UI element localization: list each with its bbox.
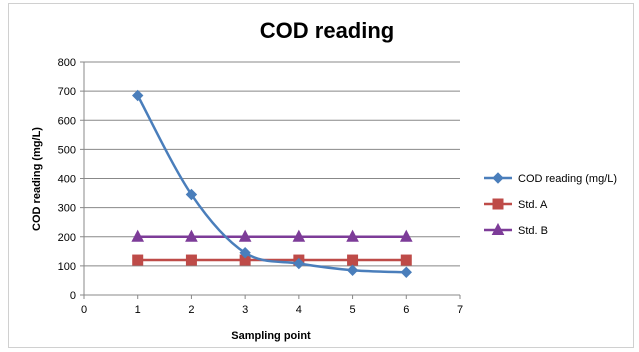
legend-marker	[492, 172, 504, 184]
legend-item: COD reading (mg/L)	[484, 172, 617, 185]
series-2	[131, 229, 413, 242]
y-tick-label: 100	[58, 261, 76, 273]
legend-item: Std. B	[484, 222, 548, 237]
y-tick-label: 400	[58, 174, 76, 186]
tick-labels: 0 100 200 300 400 500 600 700 800 0 1 2 3 4 5 6 7	[58, 57, 463, 316]
chart-frame	[8, 3, 634, 348]
x-tick-label: 1	[135, 304, 141, 316]
y-tick-label: 200	[58, 232, 76, 244]
legend-label: Std. A	[518, 199, 548, 211]
data-point	[239, 247, 251, 259]
legend-marker	[491, 222, 505, 235]
series-0	[132, 89, 412, 278]
data-point	[346, 229, 359, 242]
x-tick-label: 5	[350, 304, 356, 316]
data-point	[400, 254, 412, 266]
data-point	[132, 254, 144, 266]
y-tick-label: 700	[58, 86, 76, 98]
data-point	[400, 266, 412, 278]
legend: COD reading (mg/L) Std. A Std. B	[484, 172, 617, 237]
x-tick-label: 3	[242, 304, 248, 316]
y-tick-label: 600	[58, 115, 76, 127]
data-point	[185, 229, 198, 242]
data-point	[238, 229, 252, 242]
legend-label: Std. B	[518, 225, 548, 237]
data-point	[346, 264, 359, 276]
series-line	[136, 94, 407, 274]
y-tick-label: 800	[58, 57, 76, 69]
data-point	[185, 254, 197, 266]
series-layer	[131, 89, 413, 278]
x-axis-label: Sampling point	[231, 330, 311, 342]
x-tick-label: 0	[81, 304, 87, 316]
x-tick-label: 2	[188, 304, 194, 316]
series-1	[132, 254, 412, 266]
x-tick-label: 6	[403, 304, 409, 316]
chart-title: COD reading	[260, 18, 394, 43]
data-point	[347, 254, 359, 266]
legend-item: Std. A	[484, 198, 548, 211]
data-point	[132, 89, 144, 102]
y-axis-label: COD reading (mg/L)	[31, 127, 43, 231]
y-tick-label: 300	[58, 203, 76, 215]
y-tick-label: 0	[70, 290, 76, 302]
y-tick-label: 500	[58, 144, 76, 156]
x-tick-label: 4	[296, 304, 302, 316]
data-point	[131, 229, 145, 242]
data-point	[399, 229, 413, 242]
axes	[80, 61, 461, 299]
x-tick-label: 7	[457, 304, 463, 316]
data-point	[293, 257, 305, 270]
data-point	[292, 229, 306, 242]
legend-marker	[492, 198, 504, 210]
legend-label: COD reading (mg/L)	[518, 173, 617, 185]
data-point	[185, 188, 198, 201]
